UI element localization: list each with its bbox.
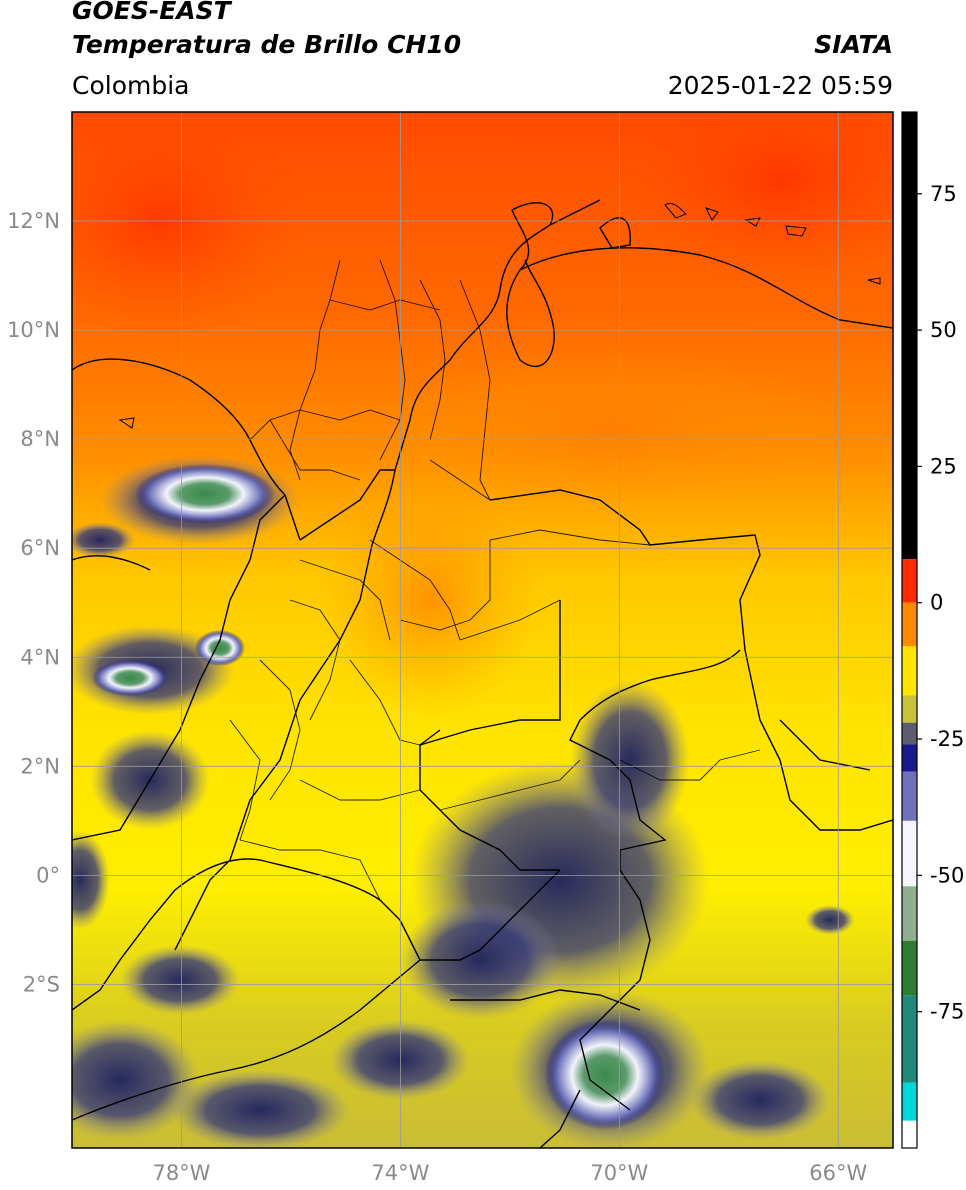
- cloud-cluster: [72, 1020, 200, 1140]
- colorbar-tick-label: -25: [930, 727, 964, 751]
- colorbar-segment: [902, 695, 917, 723]
- colorbar: [902, 112, 917, 1148]
- cold-cloud-top: [195, 630, 245, 666]
- lat-tick-label: 0°: [36, 863, 60, 887]
- latitude-labels: 12°N 10°N 8°N 6°N 4°N 2°N 0° 2°S: [7, 209, 60, 996]
- colorbar-segment: [902, 820, 917, 887]
- cloud-cluster: [72, 522, 135, 558]
- colorbar-segment: [902, 602, 917, 647]
- colorbar-segment: [902, 112, 917, 560]
- lat-tick-label: 2°S: [23, 972, 60, 996]
- source-label: SIATA: [814, 30, 893, 59]
- colorbar-segment: [902, 722, 917, 745]
- colorbar-segment: [902, 646, 917, 696]
- colorbar-segment: [902, 995, 917, 1083]
- colorbar-segment: [902, 1120, 917, 1148]
- product-title: Temperatura de Brillo CH10: [72, 30, 462, 59]
- cloud-cluster: [570, 680, 690, 840]
- cloud-cluster: [120, 945, 240, 1015]
- timestamp-label: 2025-01-22 05:59: [667, 71, 893, 100]
- colorbar-frame: [901, 111, 918, 1149]
- colorbar-segment: [902, 744, 917, 772]
- hot-area: [610, 112, 893, 290]
- colorbar-tick-label: 25: [930, 454, 957, 478]
- lat-tick-label: 10°N: [7, 318, 60, 342]
- colorbar-tick-label: 50: [930, 318, 957, 342]
- lon-tick-label: 74°W: [371, 1161, 429, 1185]
- cloud-cluster: [690, 1060, 830, 1140]
- cloud-cluster: [400, 900, 560, 1020]
- lat-tick-label: 8°N: [20, 427, 60, 451]
- cloud-cluster: [805, 905, 855, 935]
- warm-area: [320, 480, 540, 720]
- map-panel: [72, 112, 893, 1148]
- colorbar-tick-label: -50: [930, 863, 964, 887]
- lon-tick-label: 70°W: [590, 1161, 648, 1185]
- satellite-title: GOES-EAST: [72, 0, 231, 25]
- lat-tick-label: 2°N: [20, 754, 60, 778]
- colorbar-segment: [902, 940, 917, 996]
- colorbar-segment: [902, 771, 917, 821]
- cold-cloud-top: [545, 1020, 665, 1130]
- lon-tick-label: 78°W: [152, 1161, 210, 1185]
- colorbar-segment: [902, 886, 917, 941]
- lat-tick-label: 6°N: [20, 536, 60, 560]
- map-frame: [71, 111, 894, 1149]
- island-outlines: [118, 202, 881, 429]
- lat-tick-label: 4°N: [20, 645, 60, 669]
- region-label: Colombia: [72, 71, 190, 100]
- colorbar-tick-label: 0: [930, 591, 943, 615]
- longitude-labels: 78°W 74°W 70°W 66°W: [152, 1161, 867, 1185]
- lat-tick-label: 12°N: [7, 209, 60, 233]
- cold-cloud-top: [135, 464, 275, 524]
- colorbar-tick-label: 75: [930, 182, 957, 206]
- colorbar-segment: [902, 1082, 917, 1121]
- cloud-cluster: [72, 830, 110, 930]
- cloud-cluster: [170, 1070, 350, 1148]
- lon-tick-label: 66°W: [809, 1161, 867, 1185]
- colorbar-ticks: 75 50 25 0 -25 -50 -75: [917, 182, 964, 1024]
- warm-area: [370, 350, 850, 510]
- colorbar-segment: [902, 559, 917, 603]
- colorbar-tick-label: -75: [930, 1000, 964, 1024]
- graticule: [72, 112, 893, 1148]
- department-borders: [229, 259, 761, 901]
- cold-cloud-top: [92, 660, 168, 696]
- hot-area: [72, 112, 310, 340]
